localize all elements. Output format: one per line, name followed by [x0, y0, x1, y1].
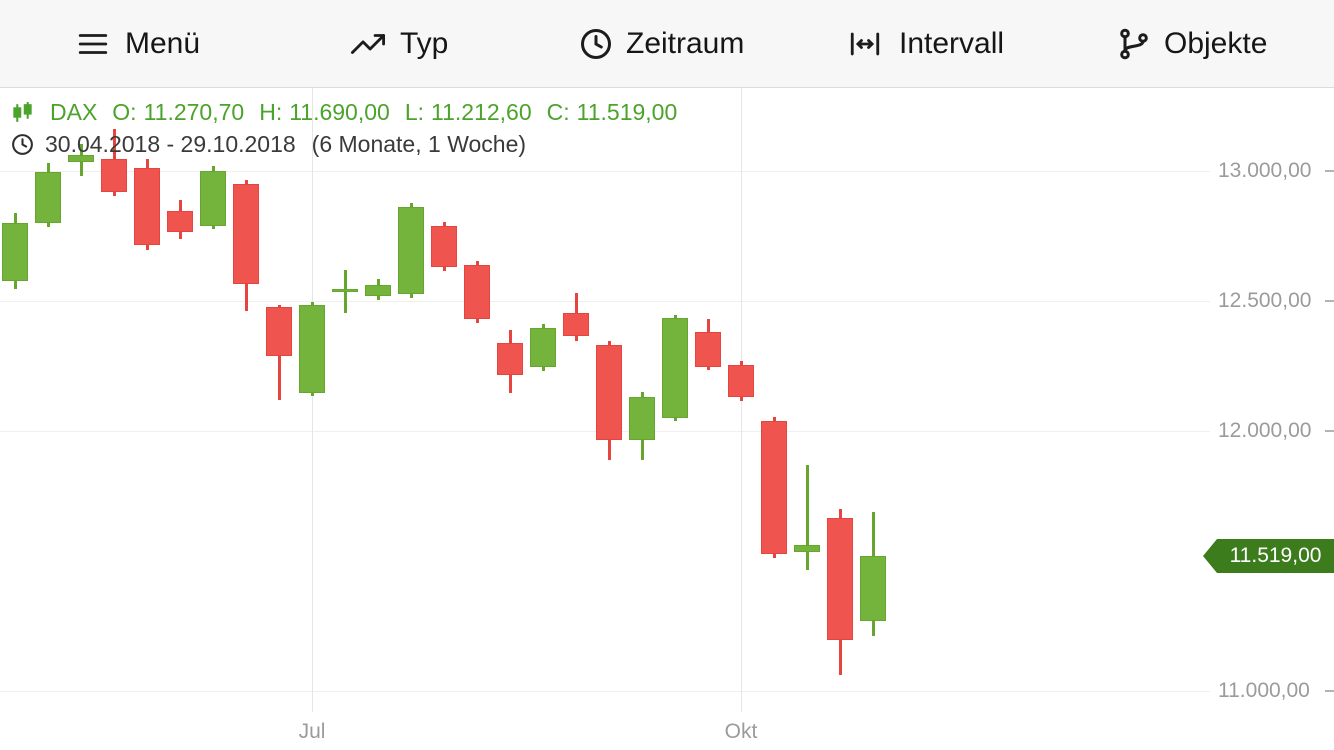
y-axis-label: 12.000,00 — [1218, 418, 1312, 442]
y-axis-label: 11.000,00 — [1218, 678, 1310, 702]
candle-body — [233, 183, 259, 285]
grid-h-line — [0, 300, 1210, 302]
time-range-legend: 30.04.2018 - 29.10.2018 (6 Monate, 1 Woc… — [10, 131, 526, 158]
low-value: 11.212,60 — [431, 99, 532, 125]
grid-h-line — [0, 170, 1210, 172]
close-value: 11.519,00 — [576, 99, 678, 125]
candle-body — [794, 545, 820, 552]
candle-body — [365, 285, 391, 296]
low-label: L: — [404, 99, 425, 125]
candle-body — [827, 518, 853, 641]
candle-body — [101, 159, 127, 192]
close-label: C: — [546, 99, 570, 125]
candle-wick — [805, 464, 809, 571]
objects-icon — [1116, 26, 1152, 62]
candle-body — [464, 264, 490, 320]
time-range-button[interactable]: Zeitraum — [578, 0, 744, 87]
chart-type-icon — [348, 27, 388, 61]
candle-body — [695, 332, 721, 368]
y-axis-label: 12.500,00 — [1218, 288, 1312, 312]
last-price-tag: 11.519,00 — [1203, 539, 1334, 573]
chart-type-label: Typ — [400, 26, 449, 60]
candle-body — [398, 207, 424, 295]
time-range-label: Zeitraum — [626, 26, 745, 60]
candle-body — [68, 155, 94, 162]
y-axis-tick — [1325, 299, 1334, 302]
interval-icon — [843, 27, 887, 61]
candle-body — [563, 312, 589, 337]
open-label: O: — [112, 99, 137, 125]
candlestick-icon — [10, 100, 35, 125]
candle-body — [266, 307, 292, 356]
candle-body — [530, 328, 556, 368]
ohlc-close: C: 11.519,00 — [547, 99, 678, 126]
symbol-label: DAX — [50, 99, 98, 125]
candle-body — [629, 397, 655, 441]
candle-body — [167, 211, 193, 233]
x-axis-label: Okt — [724, 720, 758, 743]
last-price-value: 11.519,00 — [1229, 544, 1322, 567]
candle-body — [860, 556, 886, 621]
ohlc-low: L: 11.212,60 — [405, 99, 532, 126]
candlestick-chart[interactable]: 11.519,00 13.000,00 12.500,00 12.000,00 11.… — [0, 88, 1334, 750]
high-label: H: — [259, 99, 283, 125]
high-value: 11.690,00 — [289, 99, 390, 125]
grid-v-line — [312, 88, 313, 712]
candle-body — [332, 289, 358, 293]
candle-body — [299, 304, 325, 394]
objects-button[interactable]: Objekte — [1116, 0, 1267, 87]
grid-h-line — [0, 690, 1210, 692]
candle-body — [596, 345, 622, 441]
candle-body — [431, 225, 457, 268]
y-axis-tick — [1325, 689, 1334, 692]
menu-button[interactable]: Menü — [73, 0, 200, 87]
toolbar: Menü Typ Zeitraum Intervall Objekte — [0, 0, 1334, 88]
x-axis-label: Jul — [298, 720, 326, 743]
candle-body — [200, 170, 226, 226]
chart-type-button[interactable]: Typ — [348, 0, 448, 87]
date-range: 30.04.2018 - 29.10.2018 — [45, 131, 296, 157]
candle-body — [2, 222, 28, 282]
candle-body — [497, 342, 523, 376]
ohlc-legend: DAX O: 11.270,70 H: 11.690,00 L: 11.212,… — [10, 99, 677, 126]
objects-label: Objekte — [1164, 26, 1268, 60]
candle-body — [35, 172, 61, 223]
candle-body — [728, 364, 754, 398]
y-axis-label: 13.000,00 — [1218, 158, 1312, 182]
interval-info: (6 Monate, 1 Woche) — [311, 131, 527, 157]
y-axis-tick — [1325, 429, 1334, 432]
open-value: 11.270,70 — [143, 99, 245, 125]
interval-label: Intervall — [899, 26, 1005, 60]
y-axis-tick — [1325, 169, 1334, 172]
interval-button[interactable]: Intervall — [843, 0, 1004, 87]
candle-body — [761, 420, 787, 555]
clock-icon — [578, 26, 614, 62]
menu-label: Menü — [125, 26, 201, 60]
ohlc-high: H: 11.690,00 — [259, 99, 390, 126]
clock-icon — [10, 132, 35, 157]
ohlc-open: O: 11.270,70 — [112, 99, 244, 126]
candle-body — [134, 168, 160, 246]
menu-icon — [73, 27, 113, 61]
candle-body — [662, 317, 688, 418]
